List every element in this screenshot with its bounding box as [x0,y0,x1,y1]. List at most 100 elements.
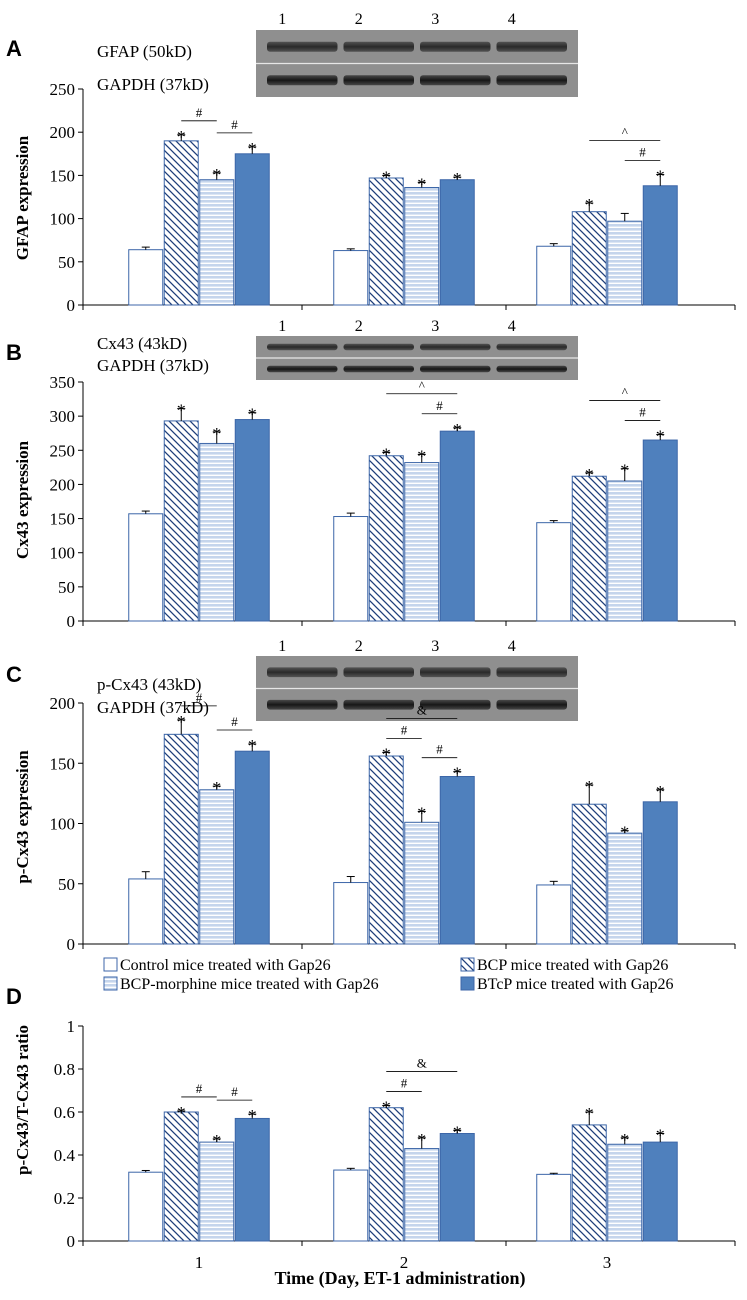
bar-d-s2-c3 [571,1124,607,1242]
bar-c-s2-c1 [163,733,199,945]
legend-label-bcp: BCP mice treated with Gap26 [477,957,668,974]
bar-b-s3-c1 [199,442,235,622]
significance-star-b: * [212,424,221,444]
bar-c-s2-c3 [571,803,607,945]
bar-a-s4-c3 [642,185,678,306]
blot-lane-label-b: 1 [278,318,286,335]
y-tick-label-a: 150 [50,166,76,185]
blot-label-b-bottom: GAPDH (37kD) [97,356,209,375]
blot-band-b [420,365,491,373]
y-tick-label-d: 1 [67,1017,76,1036]
sig-label-d: # [196,1081,203,1096]
significance-star-d: * [620,1130,629,1150]
significance-star-b: * [248,405,257,425]
blot-band-a [420,41,491,52]
significance-star-d: * [382,1098,391,1118]
blot-band-b [343,365,414,373]
y-tick-label-a: 50 [58,253,75,272]
sig-label-c: & [417,702,427,717]
significance-star-a: * [212,165,221,185]
blot-label-a-top: GFAP (50kD) [97,42,192,61]
x-tick-label-d: 3 [603,1253,612,1272]
bar-c-s2-c2 [368,755,404,945]
bar-b-s4-c1 [234,419,270,622]
panel-label-b: B [6,340,22,365]
y-tick-label-c: 150 [50,754,76,773]
bar-d-s4-c1 [234,1117,270,1242]
sig-label-a: ^ [622,125,628,140]
blot-band-b [496,343,567,351]
bar-a-s4-c2 [439,179,475,306]
significance-star-a: * [453,169,462,189]
bar-b-s1-c2 [333,516,369,622]
bar-d-s3-c1 [199,1141,235,1242]
y-axis-label-b: Cx43 expression [13,440,32,559]
bar-b-s1-c3 [536,522,572,622]
significance-star-c: * [382,744,391,764]
blot-lane-label-c: 2 [355,638,363,655]
bar-c-s4-c2 [439,776,475,945]
y-tick-label-b: 50 [58,578,75,597]
x-tick-label-d: 2 [400,1253,409,1272]
y-axis-label-a: GFAP expression [13,135,32,260]
blot-label-a-bottom: GAPDH (37kD) [97,75,209,94]
sig-label-c: # [401,722,408,737]
bar-a-s1-c2 [333,250,369,306]
y-tick-label-b: 200 [50,475,76,494]
significance-star-b: * [177,401,186,421]
significance-star-c: * [417,803,426,823]
bar-a-s2-c2 [368,177,404,306]
bar-b-s4-c3 [642,439,678,622]
y-tick-label-d: 0.4 [54,1146,76,1165]
blot-label-b-top: Cx43 (43kD) [97,334,187,353]
panel-label-c: C [6,662,22,687]
y-tick-label-a: 250 [50,80,76,99]
bar-d-s1-c1 [128,1171,164,1242]
x-axis-label: Time (Day, ET-1 administration) [274,1268,525,1289]
legend-label-control: Control mice treated with Gap26 [120,957,331,974]
blot-lane-label-b: 2 [355,318,363,335]
blot-band-a [343,75,414,86]
blot-band-c [343,699,414,710]
bar-d-s2-c1 [163,1111,199,1242]
significance-star-c: * [585,777,594,797]
blot-band-a [496,75,567,86]
bar-a-s1-c3 [536,245,572,306]
blot-band-c [420,667,491,678]
blot-band-b [267,343,338,351]
significance-star-c: * [453,764,462,784]
y-tick-label-b: 300 [50,407,76,426]
blot-band-b [496,365,567,373]
legend-swatch-btcp [460,976,475,991]
bar-c-s4-c1 [234,750,270,945]
significance-star-d: * [248,1106,257,1126]
bar-d-s1-c2 [333,1169,369,1242]
blot-band-b [343,343,414,351]
significance-star-a: * [656,167,665,187]
blot-lane-label-c: 1 [278,638,286,655]
significance-star-c: * [177,712,186,732]
bar-c-s3-c2 [404,821,440,945]
sig-label-b: ^ [622,385,628,400]
significance-star-a: * [417,174,426,194]
bar-b-s4-c2 [439,430,475,622]
significance-star-a: * [585,195,594,215]
blot-band-c [267,699,338,710]
blot-lane-label-a: 1 [278,11,286,28]
sig-label-b: # [436,398,443,413]
bar-d-s1-c3 [536,1173,572,1242]
significance-star-d: * [212,1131,221,1151]
blot-lane-label-b: 3 [431,318,439,335]
sig-label-b: # [639,405,646,420]
sig-label-d: # [231,1084,238,1099]
bar-a-s3-c1 [199,179,235,306]
sig-label-d: & [417,1056,427,1071]
significance-star-a: * [382,167,391,187]
significance-star-d: * [453,1122,462,1142]
sig-label-c: # [196,690,203,705]
bar-c-s3-c1 [199,789,235,945]
significance-star-c: * [248,736,257,756]
bar-d-s4-c2 [439,1133,475,1242]
y-tick-label-b: 0 [67,612,76,631]
